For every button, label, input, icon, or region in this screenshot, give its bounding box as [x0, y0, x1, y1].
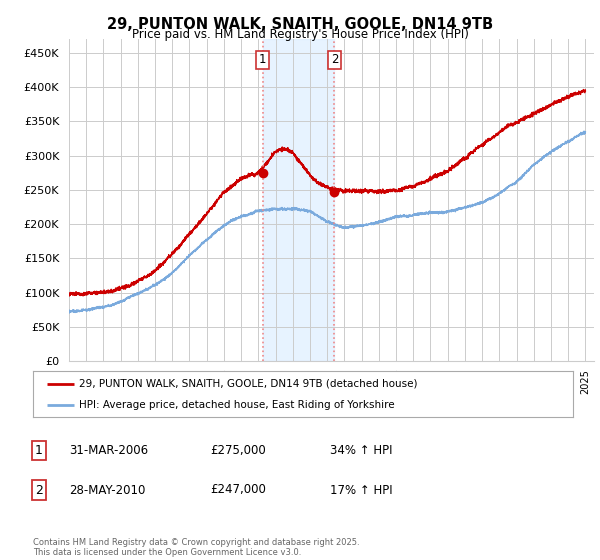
- Text: 29, PUNTON WALK, SNAITH, GOOLE, DN14 9TB: 29, PUNTON WALK, SNAITH, GOOLE, DN14 9TB: [107, 17, 493, 32]
- Text: 2: 2: [331, 53, 338, 66]
- Text: HPI: Average price, detached house, East Riding of Yorkshire: HPI: Average price, detached house, East…: [79, 400, 395, 410]
- Text: 28-MAY-2010: 28-MAY-2010: [69, 483, 145, 497]
- Text: 34% ↑ HPI: 34% ↑ HPI: [330, 444, 392, 458]
- Text: 1: 1: [259, 53, 266, 66]
- Text: 2: 2: [35, 483, 43, 497]
- Text: 29, PUNTON WALK, SNAITH, GOOLE, DN14 9TB (detached house): 29, PUNTON WALK, SNAITH, GOOLE, DN14 9TB…: [79, 379, 418, 389]
- Text: £247,000: £247,000: [210, 483, 266, 497]
- Text: Contains HM Land Registry data © Crown copyright and database right 2025.
This d: Contains HM Land Registry data © Crown c…: [33, 538, 359, 557]
- Bar: [263, 39, 334, 361]
- Text: £275,000: £275,000: [210, 444, 266, 458]
- Text: 1: 1: [35, 444, 43, 458]
- Text: 17% ↑ HPI: 17% ↑ HPI: [330, 483, 392, 497]
- Text: 31-MAR-2006: 31-MAR-2006: [69, 444, 148, 458]
- Text: Price paid vs. HM Land Registry's House Price Index (HPI): Price paid vs. HM Land Registry's House …: [131, 28, 469, 41]
